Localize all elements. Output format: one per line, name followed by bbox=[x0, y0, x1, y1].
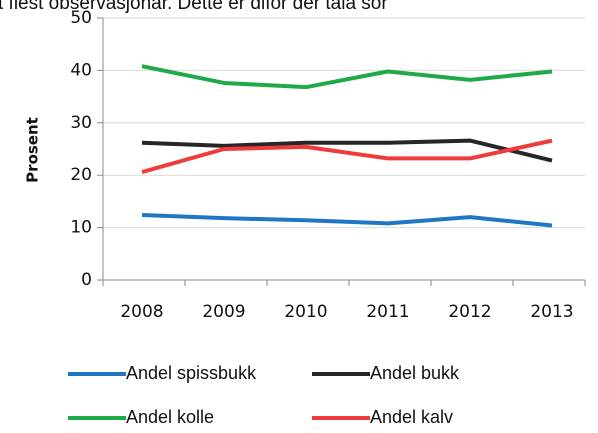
line-series bbox=[141, 138, 553, 174]
legend-label: Andel kalv bbox=[370, 407, 453, 427]
x-tick-label: 2009 bbox=[202, 302, 245, 322]
y-axis-label: Prosent bbox=[24, 117, 42, 183]
y-tick-label: 20 bbox=[70, 165, 92, 185]
line-series bbox=[141, 213, 553, 228]
y-tick-label: 30 bbox=[70, 113, 92, 133]
legend-label: Andel bukk bbox=[370, 363, 460, 383]
legend-label: Andel kolle bbox=[126, 407, 214, 427]
y-tick-label: 50 bbox=[70, 8, 92, 28]
line-series bbox=[141, 138, 553, 163]
annotation: t flest observasjonar. Dette er difor de… bbox=[0, 0, 388, 14]
x-tick-label: 2008 bbox=[120, 302, 163, 322]
x-tick-label: 2011 bbox=[366, 302, 409, 322]
y-tick-label: 40 bbox=[70, 60, 92, 80]
y-tick-label: 0 bbox=[81, 270, 92, 290]
x-tick-label: 2012 bbox=[448, 302, 491, 322]
y-tick-label: 10 bbox=[70, 218, 92, 238]
legend-label: Andel spissbukk bbox=[126, 363, 257, 383]
line-series bbox=[141, 64, 553, 90]
x-tick-label: 2010 bbox=[284, 302, 327, 322]
x-tick-label: 2013 bbox=[530, 302, 573, 322]
